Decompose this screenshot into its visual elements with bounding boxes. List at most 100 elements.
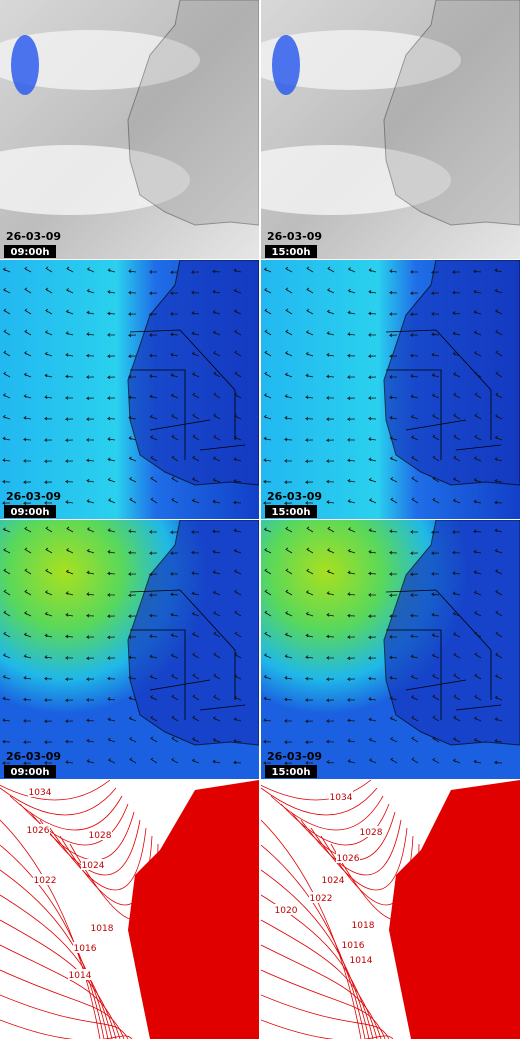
wind-arrow <box>368 498 377 504</box>
wind-arrow <box>2 527 11 533</box>
map-panel: 26-03-09 09:00h <box>0 520 259 779</box>
wind-arrow <box>45 266 53 273</box>
wind-arrow <box>85 698 95 702</box>
wind-arrow <box>304 740 314 745</box>
wind-arrow <box>150 476 158 483</box>
wind-arrow <box>3 547 11 554</box>
wind-arrow <box>452 477 461 483</box>
wind-arrow <box>148 593 158 597</box>
wind-arrow <box>368 737 377 743</box>
wind-arrow <box>23 372 32 378</box>
wind-arrow <box>430 312 440 316</box>
wind-arrow <box>346 613 356 618</box>
wind-arrow <box>212 499 221 504</box>
wind-arrow <box>325 634 335 639</box>
wind-arrow <box>169 291 179 296</box>
wind-arrow <box>264 287 272 294</box>
wind-arrow <box>23 611 32 617</box>
wind-arrow <box>106 614 116 619</box>
wind-arrow <box>127 550 137 555</box>
date-label: 26-03-09 <box>267 230 322 243</box>
wind-arrow <box>171 434 179 441</box>
wind-arrow <box>233 457 242 462</box>
wind-arrow <box>347 527 356 533</box>
wind-arrow <box>409 353 419 358</box>
wind-arrow <box>65 760 74 764</box>
wind-arrow <box>213 673 221 680</box>
wind-arrow <box>150 757 158 764</box>
wind-arrow <box>65 569 74 575</box>
wind-arrow <box>388 550 398 555</box>
wind-arrow <box>106 333 116 337</box>
isobar-label: 1028 <box>89 831 112 841</box>
wind-arrow <box>127 635 137 639</box>
land <box>127 0 259 226</box>
wind-arrow <box>432 673 440 680</box>
wind-arrow <box>284 675 293 680</box>
wind-arrow <box>64 459 74 463</box>
wind-arrow <box>473 330 482 336</box>
wind-arrow <box>65 288 74 294</box>
wind-arrow <box>1 501 11 505</box>
wind-arrow <box>1 761 11 765</box>
wind-arrow <box>430 551 440 556</box>
wind-arrow <box>388 572 398 576</box>
wind-arrow <box>45 547 53 554</box>
wind-arrow <box>86 738 95 743</box>
wind-arrow <box>106 396 116 400</box>
wind-arrow <box>171 476 179 483</box>
wind-arrow <box>283 459 293 463</box>
isobar-label: 1016 <box>342 941 365 951</box>
wind-arrow <box>283 740 293 745</box>
wind-arrow <box>326 548 335 554</box>
wind-arrow <box>127 312 137 316</box>
map-panel: 1034 1028 1026 1024 1022 1020 1018 1016 1014 <box>261 780 520 1039</box>
cloud-band <box>0 145 190 215</box>
wind-arrow <box>304 459 314 464</box>
wind-arrow <box>169 312 179 316</box>
wind-arrow <box>233 414 242 420</box>
wind-arrow <box>306 568 314 575</box>
wind-arrow <box>452 632 461 638</box>
isobar-label-bg <box>349 954 373 965</box>
wind-arrow <box>24 589 32 596</box>
wind-arrow <box>494 695 503 701</box>
wind-arrow <box>430 572 440 576</box>
wind-arrow <box>192 392 200 399</box>
isobar-label-bg <box>329 791 353 802</box>
wind-arrow <box>263 267 272 273</box>
wind-arrow <box>264 568 272 575</box>
wind-arrow <box>213 371 221 378</box>
wind-arrow <box>107 758 116 764</box>
wind-arrow <box>192 652 200 659</box>
wind-arrow <box>212 590 221 596</box>
wind-arrow <box>171 757 179 764</box>
wind-arrow <box>191 477 200 483</box>
wind-arrow <box>346 698 356 702</box>
time-box <box>265 245 317 258</box>
wind-arrow <box>128 716 137 722</box>
wind-arrow <box>495 329 503 336</box>
wind-arrow <box>170 653 179 659</box>
wind-arrow <box>325 479 335 484</box>
wind-arrow <box>495 371 503 378</box>
isobar <box>261 919 378 1039</box>
wind-arrow <box>212 737 221 743</box>
wind-arrow <box>170 633 179 638</box>
map-panel: 1034 1028 1026 1024 1022 1018 1016 1014 <box>0 780 259 1039</box>
wind-arrow <box>85 635 95 639</box>
wind-arrow <box>410 394 419 399</box>
wind-arrow <box>326 760 335 764</box>
isobar <box>261 844 366 1039</box>
wind-arrow <box>474 413 482 420</box>
wind-arrow <box>409 530 419 534</box>
wind-arrow <box>453 455 461 462</box>
wind-arrow <box>494 478 503 483</box>
wind-arrow <box>304 501 314 505</box>
time-label: 09:00h <box>11 247 50 258</box>
wind-arrow <box>149 654 158 659</box>
wind-arrow <box>129 497 137 504</box>
wind-arrow <box>106 354 116 359</box>
wind-arrow <box>409 312 419 317</box>
wind-arrow <box>192 673 200 680</box>
